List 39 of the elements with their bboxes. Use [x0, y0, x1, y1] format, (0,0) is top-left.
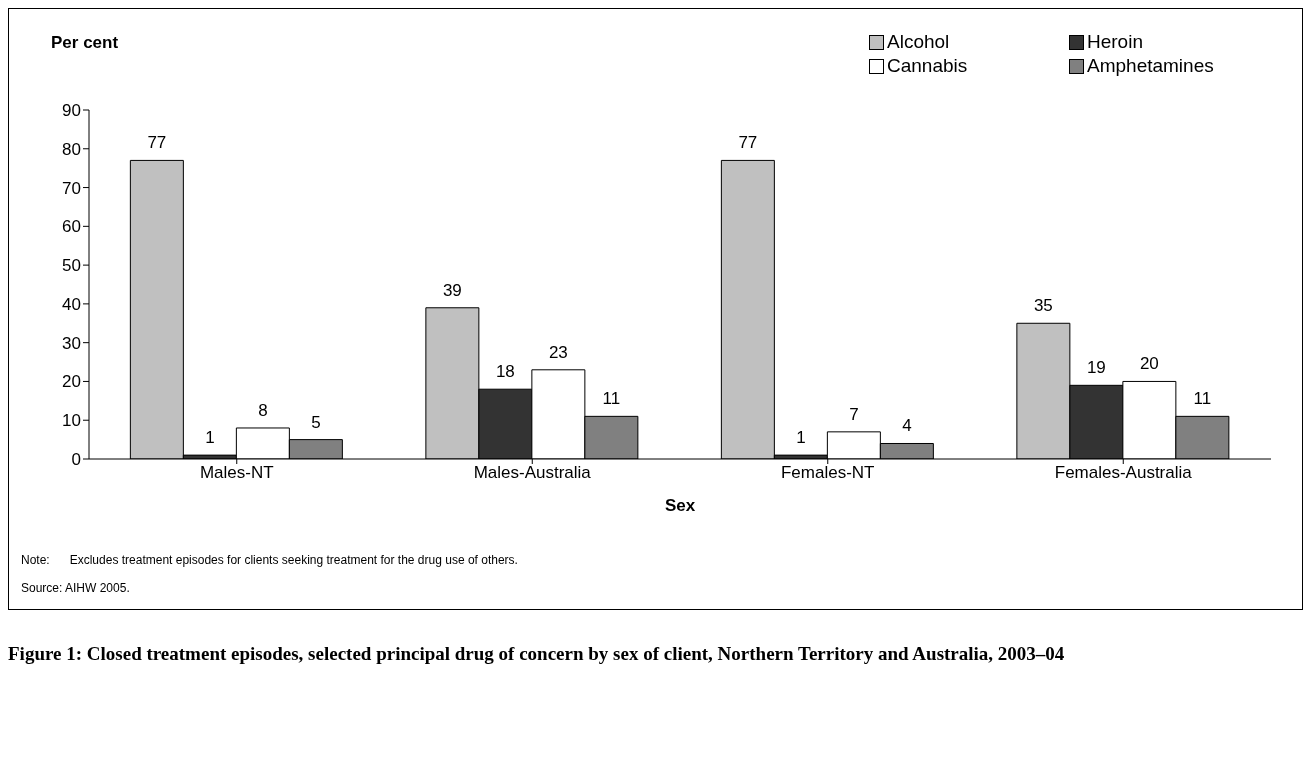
x-axis-title: Sex: [664, 496, 696, 515]
legend-label: Heroin: [1087, 31, 1143, 53]
data-label: 77: [147, 133, 167, 153]
y-tick-label: 10: [62, 411, 81, 431]
x-tick-label: Males-Australia: [473, 463, 592, 483]
legend-label: Cannabis: [887, 55, 968, 77]
y-tick-label: 60: [62, 217, 81, 237]
y-tick-label: 30: [62, 333, 81, 353]
data-label: 4: [902, 416, 912, 436]
x-tick-label: Females-NT: [780, 463, 875, 483]
data-label: 18: [495, 362, 515, 382]
y-tick-label: 40: [62, 294, 81, 314]
y-tick-label: 0: [71, 450, 81, 470]
source-note: Source: AIHW 2005.: [21, 581, 131, 595]
data-label: 39: [442, 280, 462, 300]
data-label: 5: [311, 412, 321, 432]
data-label: 35: [1033, 296, 1053, 316]
text: Note: Excludes treatment episodes for clients seeking treatment for the drug use of others.: [21, 553, 519, 567]
x-tick-label: Males-NT: [199, 463, 274, 483]
y-tick-label: 80: [62, 139, 81, 159]
data-label: 23: [548, 342, 568, 362]
legend-label: Alcohol: [887, 31, 950, 53]
data-label: 1: [796, 428, 806, 448]
y-tick-label: 50: [62, 256, 81, 276]
y-tick-label: 70: [62, 178, 81, 198]
data-label: 1: [205, 428, 215, 448]
data-label: 7: [849, 404, 859, 424]
data-label: 19: [1086, 358, 1106, 378]
y-tick-label: 90: [62, 101, 81, 121]
data-label: 11: [1193, 389, 1212, 409]
data-label: 8: [258, 400, 268, 420]
data-label: 11: [602, 389, 621, 409]
y-tick-label: 20: [62, 372, 81, 392]
data-label: 20: [1139, 354, 1159, 374]
data-label: 77: [738, 133, 758, 153]
x-tick-label: Females-Australia: [1054, 463, 1193, 483]
y-axis-title: Per cent: [51, 33, 119, 53]
legend-label: Amphetamines: [1087, 55, 1214, 77]
text: Figure 1: Closed treatment episodes, selected principal drug of concern by sex of client, Northern Territory and Australia, 2003–04: [8, 642, 1066, 666]
